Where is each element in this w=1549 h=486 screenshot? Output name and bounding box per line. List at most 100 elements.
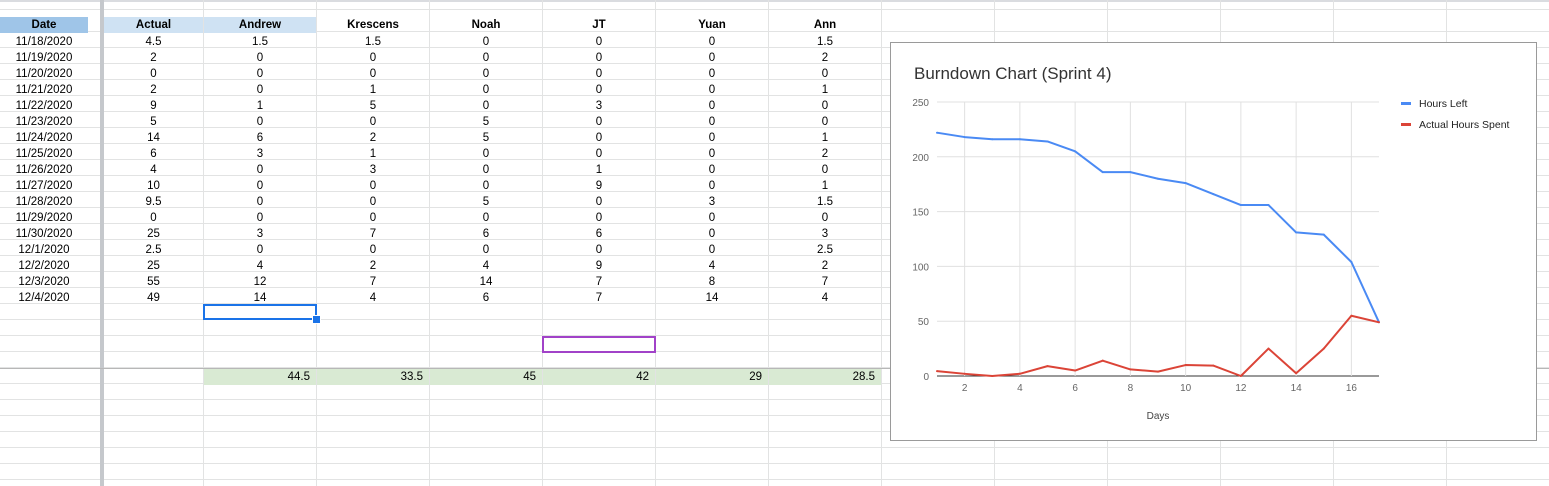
- data-point[interactable]: [1322, 233, 1325, 236]
- cell-andrew[interactable]: 4: [256, 260, 264, 272]
- cell-jt[interactable]: 7: [595, 276, 603, 288]
- cell-jt[interactable]: 0: [595, 212, 603, 224]
- cell-ann[interactable]: 1: [821, 84, 829, 96]
- cell-date[interactable]: 12/4/2020: [18, 292, 70, 304]
- data-point[interactable]: [1322, 347, 1325, 350]
- cell-krescens[interactable]: 3: [369, 164, 377, 176]
- data-point[interactable]: [1350, 261, 1353, 264]
- cell-noah[interactable]: 5: [482, 196, 490, 208]
- data-point[interactable]: [936, 370, 938, 373]
- collaborator-cursor-cell[interactable]: [542, 336, 656, 353]
- total-cell-jt[interactable]: 42: [543, 369, 655, 385]
- cell-yuan[interactable]: 0: [708, 164, 716, 176]
- cell-ann[interactable]: 2.5: [817, 244, 833, 256]
- cell-actual[interactable]: 14: [147, 132, 160, 144]
- cell-yuan[interactable]: 0: [708, 180, 716, 192]
- cell-date[interactable]: 11/19/2020: [15, 52, 73, 64]
- cell-date[interactable]: 11/28/2020: [15, 196, 73, 208]
- data-point[interactable]: [991, 375, 994, 377]
- cell-ann[interactable]: 2: [821, 52, 829, 64]
- cell-ann[interactable]: 0: [821, 116, 829, 128]
- total-cell-yuan[interactable]: 29: [656, 369, 768, 385]
- cell-krescens[interactable]: 2: [369, 132, 377, 144]
- data-point[interactable]: [1018, 372, 1021, 375]
- cell-krescens[interactable]: 5: [369, 100, 377, 112]
- cell-noah[interactable]: 0: [482, 164, 490, 176]
- data-point[interactable]: [1129, 368, 1132, 371]
- cell-yuan[interactable]: 0: [708, 68, 716, 80]
- cell-krescens[interactable]: 1: [369, 84, 377, 96]
- data-point[interactable]: [1157, 177, 1159, 180]
- header-cell-yuan[interactable]: Yuan: [698, 19, 726, 31]
- cell-andrew[interactable]: 0: [256, 244, 264, 256]
- cell-noah[interactable]: 0: [482, 84, 490, 96]
- fill-handle[interactable]: [312, 315, 321, 324]
- total-cell-noah[interactable]: 45: [430, 369, 542, 385]
- cell-ann[interactable]: 2: [821, 148, 829, 160]
- cell-yuan[interactable]: 0: [708, 212, 716, 224]
- header-cell-andrew[interactable]: Andrew: [204, 17, 316, 33]
- cell-krescens[interactable]: 0: [369, 244, 377, 256]
- cell-date[interactable]: 11/22/2020: [15, 100, 73, 112]
- cell-yuan[interactable]: 0: [708, 148, 716, 160]
- cell-yuan[interactable]: 4: [708, 260, 716, 272]
- data-point[interactable]: [1018, 138, 1021, 141]
- cell-noah[interactable]: 6: [482, 228, 490, 240]
- cell-krescens[interactable]: 1.5: [365, 36, 381, 48]
- cell-andrew[interactable]: 6: [256, 132, 264, 144]
- series-line-hours-left[interactable]: [936, 131, 1380, 323]
- cell-noah[interactable]: 14: [479, 276, 493, 288]
- cell-yuan[interactable]: 14: [705, 292, 719, 304]
- cell-noah[interactable]: 0: [482, 244, 490, 256]
- cell-noah[interactable]: 4: [482, 260, 490, 272]
- cell-krescens[interactable]: 2: [369, 260, 377, 272]
- cell-date[interactable]: 12/2/2020: [18, 260, 70, 272]
- cell-actual[interactable]: 9.5: [145, 196, 162, 208]
- cell-actual[interactable]: 2: [150, 84, 157, 96]
- cell-date[interactable]: 11/30/2020: [15, 228, 73, 240]
- selected-cell[interactable]: [203, 304, 317, 320]
- cell-jt[interactable]: 1: [595, 164, 603, 176]
- cell-date[interactable]: 11/29/2020: [15, 212, 73, 224]
- cell-andrew[interactable]: 0: [256, 68, 264, 80]
- cell-andrew[interactable]: 1: [256, 100, 264, 112]
- data-point[interactable]: [1129, 171, 1132, 174]
- total-cell-ann[interactable]: 28.5: [769, 369, 881, 385]
- cell-noah[interactable]: 0: [482, 180, 490, 192]
- cell-noah[interactable]: 5: [482, 132, 490, 144]
- cell-noah[interactable]: 0: [482, 68, 490, 80]
- data-point[interactable]: [1350, 314, 1353, 317]
- cell-krescens[interactable]: 0: [369, 212, 377, 224]
- cell-yuan[interactable]: 3: [708, 196, 716, 208]
- cell-andrew[interactable]: 0: [256, 52, 264, 64]
- cell-jt[interactable]: 7: [595, 292, 603, 304]
- cell-krescens[interactable]: 0: [369, 68, 377, 80]
- data-point[interactable]: [1239, 204, 1242, 207]
- cell-andrew[interactable]: 1.5: [252, 36, 268, 48]
- cell-jt[interactable]: 0: [595, 132, 603, 144]
- cell-noah[interactable]: 6: [482, 292, 490, 304]
- cell-jt[interactable]: 0: [595, 84, 603, 96]
- cell-date[interactable]: 11/20/2020: [15, 68, 73, 80]
- cell-yuan[interactable]: 0: [708, 244, 716, 256]
- cell-date[interactable]: 11/21/2020: [15, 84, 73, 96]
- cell-yuan[interactable]: 0: [708, 36, 716, 48]
- data-point[interactable]: [1046, 365, 1049, 368]
- cell-andrew[interactable]: 3: [256, 148, 264, 160]
- data-point[interactable]: [1212, 193, 1215, 196]
- cell-jt[interactable]: 0: [595, 148, 603, 160]
- data-point[interactable]: [1184, 182, 1187, 185]
- header-cell-krescens[interactable]: Krescens: [347, 19, 399, 31]
- cell-andrew[interactable]: 0: [256, 196, 264, 208]
- data-point[interactable]: [1295, 372, 1298, 375]
- legend-item-hours-left[interactable]: Hours Left: [1401, 93, 1509, 114]
- data-point[interactable]: [963, 136, 966, 139]
- data-point[interactable]: [1101, 359, 1104, 362]
- cell-actual[interactable]: 2: [150, 52, 157, 64]
- cell-andrew[interactable]: 12: [253, 276, 267, 288]
- cell-yuan[interactable]: 0: [708, 100, 716, 112]
- cell-date[interactable]: 11/23/2020: [15, 116, 73, 128]
- cell-krescens[interactable]: 0: [369, 116, 377, 128]
- data-point[interactable]: [1239, 375, 1242, 377]
- header-cell-actual[interactable]: Actual: [104, 17, 203, 33]
